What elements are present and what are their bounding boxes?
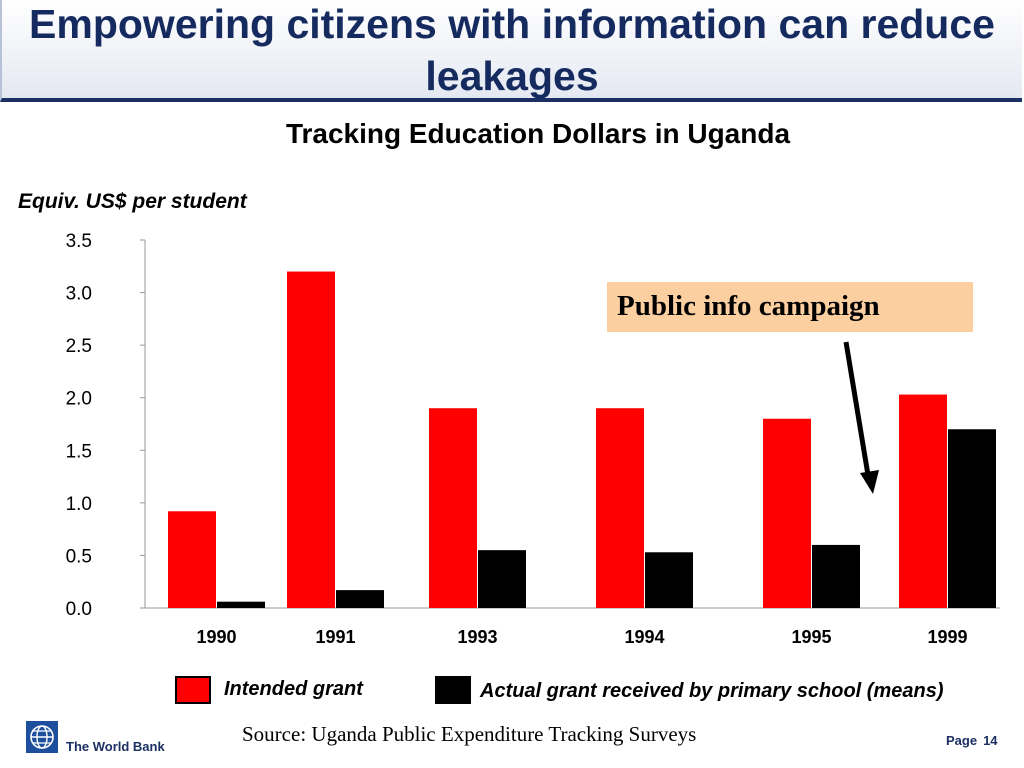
y-tick-label: 1.5 (66, 441, 92, 462)
legend-swatch-actual (435, 676, 471, 704)
x-tick-label: 1990 (196, 627, 236, 647)
bar-actual-1990 (217, 601, 265, 608)
bar-actual-1999 (948, 429, 996, 608)
bar-intended-1990 (168, 511, 216, 608)
y-tick-label: 0.0 (66, 599, 92, 620)
y-tick-label: 1.0 (66, 494, 92, 515)
callout-text: Public info campaign (617, 290, 880, 322)
y-tick-label: 3.5 (66, 231, 92, 252)
bar-intended-1991 (287, 271, 335, 608)
bar-intended-1994 (596, 408, 644, 608)
title-banner (0, 0, 1022, 102)
bar-actual-1993 (478, 550, 526, 608)
y-tick-label: 0.5 (66, 546, 92, 567)
y-tick-label: 3.0 (66, 284, 92, 305)
legend-label-actual: Actual grant received by primary school … (480, 680, 944, 702)
legend-swatch-intended (175, 676, 211, 704)
x-tick-label: 1995 (791, 627, 831, 647)
x-tick-label: 1993 (457, 627, 497, 647)
bar-actual-1995 (812, 544, 860, 608)
bar-intended-1999 (899, 394, 947, 608)
callout-arrow-line (843, 341, 871, 476)
slide-title: Empowering citizens with information can… (29, 1, 995, 99)
bar-chart: 0.0 0.5 1.0 1.5 2.0 2.5 3.0 3.5 1990 1991 1993 1994… (66, 231, 1000, 647)
page-label: Page (946, 733, 978, 748)
page-number: 14 (983, 733, 998, 748)
callout-arrow-head (860, 470, 879, 494)
y-axis-label: Equiv. US$ per student (18, 190, 247, 213)
legend-label-intended: Intended grant (224, 678, 363, 700)
x-tick-label: 1994 (624, 627, 664, 647)
y-tick-label: 2.5 (66, 336, 92, 357)
bar-intended-1993 (429, 408, 477, 608)
bar-actual-1991 (336, 590, 384, 608)
x-tick-label: 1999 (927, 627, 967, 647)
chart-title: Tracking Education Dollars in Uganda (285, 118, 791, 149)
callout-box: Public info campaign (607, 282, 973, 332)
page-indicator: Page 14 (946, 733, 998, 748)
bar-intended-1995 (763, 418, 811, 608)
bar-actual-1994 (645, 552, 693, 608)
world-bank-globe-icon (26, 721, 58, 753)
organization-name: The World Bank (66, 739, 165, 754)
source-note: Source: Uganda Public Expenditure Tracki… (242, 722, 697, 746)
y-tick-label: 2.0 (66, 389, 92, 410)
x-tick-label: 1991 (315, 627, 355, 647)
